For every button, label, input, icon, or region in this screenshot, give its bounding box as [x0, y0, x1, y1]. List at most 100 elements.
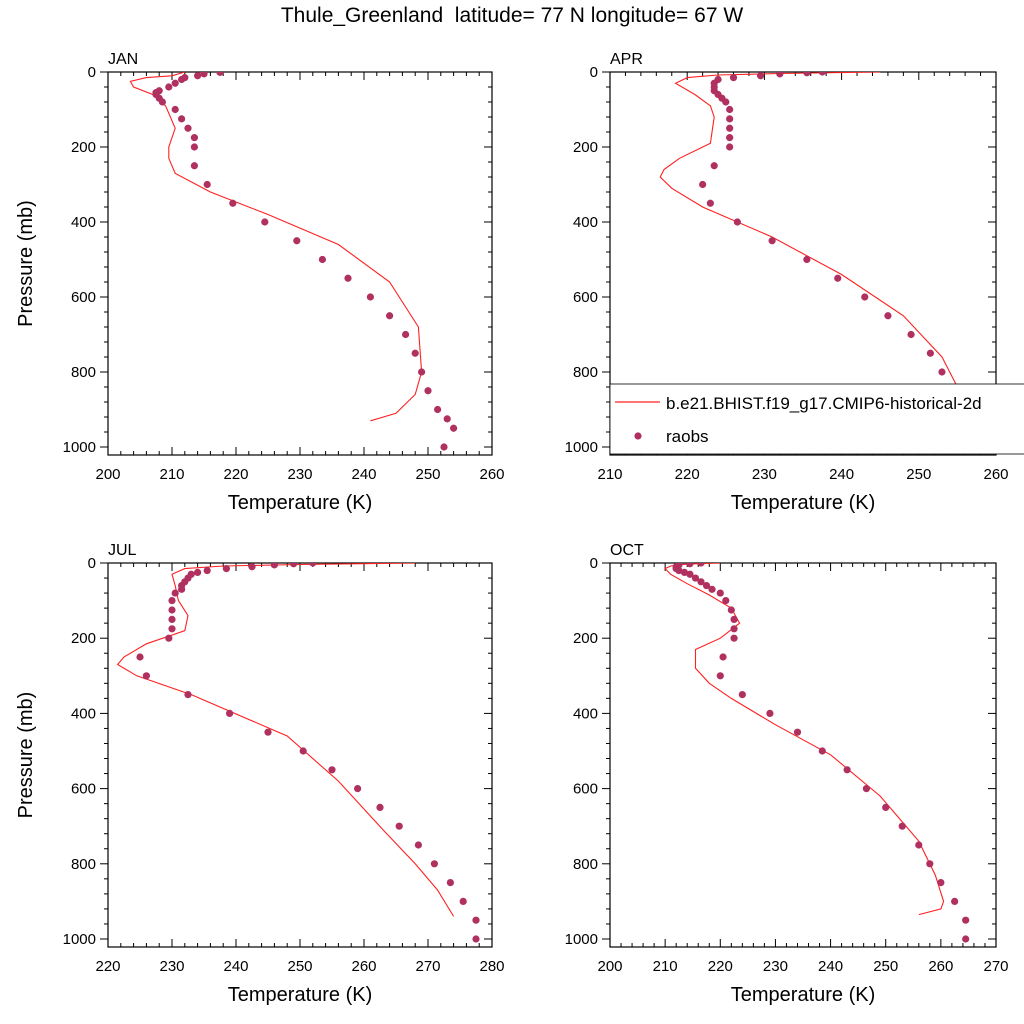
raobs-point	[376, 803, 384, 812]
raobs-point	[194, 568, 202, 577]
chart-panel-oct: 200 210 220 230 240 250 260 270 0 200 400 600 800 100…	[565, 542, 1009, 1006]
raobs-point	[756, 72, 765, 80]
x-tick-label: 240	[829, 466, 854, 483]
raobs-point	[675, 566, 683, 575]
raobs-point	[178, 115, 186, 123]
raobs-point	[716, 672, 724, 680]
plot-frame	[107, 71, 493, 456]
raobs-point	[818, 747, 826, 755]
y-tick-label: 400	[71, 214, 96, 231]
raobs-point	[434, 405, 442, 414]
data-series	[659, 72, 981, 451]
raobs-point	[430, 860, 438, 868]
raobs-point	[776, 72, 784, 78]
raobs-point	[168, 615, 176, 624]
y-tick-label: 200	[573, 139, 598, 156]
x-axis-label: Temperature (K)	[731, 984, 876, 1006]
raobs-point	[937, 879, 945, 887]
raobs-point	[730, 615, 738, 624]
raobs-point	[190, 134, 198, 142]
raobs-point	[472, 916, 480, 924]
plot-frame	[609, 562, 997, 948]
model-profile-line	[659, 72, 974, 429]
page-title: Thule_Greenland latitude= 77 N longitude…	[280, 4, 744, 27]
raobs-point	[722, 597, 730, 605]
x-tick-label: 230	[287, 466, 312, 483]
raobs-point	[178, 75, 186, 84]
raobs-point	[726, 134, 734, 142]
raobs-point	[719, 653, 727, 661]
raobs-point	[898, 822, 906, 830]
raobs-point	[926, 349, 934, 357]
data-series	[664, 563, 970, 943]
y-tick-label: 600	[573, 289, 598, 306]
model-profile-line	[664, 563, 945, 916]
raobs-point	[938, 368, 946, 376]
raobs-point	[443, 415, 451, 423]
x-axis-label: Temperature (K)	[731, 492, 876, 514]
raobs-point	[229, 199, 237, 207]
x-tick-label: 250	[906, 466, 931, 483]
raobs-point	[178, 585, 186, 593]
raobs-point	[803, 72, 811, 77]
raobs-point	[309, 563, 317, 567]
panel-label: JUL	[108, 542, 137, 559]
raobs-point	[366, 293, 374, 301]
raobs-point	[168, 625, 176, 633]
raobs-point	[686, 563, 694, 568]
legend-obs-label: raobs	[666, 427, 709, 446]
x-tick-label: 230	[752, 466, 777, 483]
plot-frame	[609, 71, 997, 456]
raobs-point	[472, 935, 480, 943]
y-tick-label: 200	[71, 630, 96, 647]
model-profile-line	[116, 563, 455, 917]
raobs-point	[165, 634, 173, 642]
x-tick-label: 250	[873, 958, 898, 975]
raobs-point	[716, 589, 724, 597]
raobs-point	[318, 255, 326, 264]
raobs-point	[962, 916, 970, 924]
panel-label: APR	[610, 51, 643, 68]
raobs-point	[171, 79, 179, 87]
raobs-point	[184, 691, 192, 699]
y-tick-label: 0	[590, 555, 598, 572]
raobs-point	[697, 563, 705, 567]
x-tick-label: 260	[983, 466, 1008, 483]
raobs-point	[730, 634, 738, 642]
raobs-point	[440, 443, 448, 451]
raobs-point	[843, 766, 851, 774]
raobs-point	[951, 897, 959, 906]
raobs-point	[768, 237, 776, 245]
raobs-point	[264, 728, 272, 736]
raobs-point	[706, 199, 714, 207]
raobs-point	[171, 105, 179, 114]
y-tick-label: 200	[573, 630, 598, 647]
raobs-point	[708, 585, 716, 593]
raobs-point	[727, 606, 735, 614]
x-axis-label: Temperature (K)	[228, 492, 373, 514]
x-tick-label: 250	[287, 958, 312, 975]
x-tick-label: 270	[983, 958, 1008, 975]
panel-label: JAN	[108, 51, 138, 68]
chart-panel-jan: 200 210 220 230 240 250 260 0 200 400 600 800 1000 JA…	[15, 51, 505, 514]
raobs-point	[446, 879, 454, 887]
raobs-point	[222, 565, 230, 573]
x-tick-label: 210	[159, 466, 184, 483]
raobs-point	[142, 672, 150, 680]
y-tick-label: 400	[71, 705, 96, 722]
y-axis-label: Pressure (mb)	[15, 692, 37, 819]
x-axis-label: Temperature (K)	[228, 984, 373, 1006]
raobs-point	[450, 424, 458, 432]
y-tick-label: 800	[71, 364, 96, 381]
data-series	[129, 72, 458, 451]
x-tick-label: 200	[597, 958, 622, 975]
raobs-point	[962, 935, 970, 943]
raobs-point	[793, 728, 802, 736]
x-tick-label: 270	[415, 958, 440, 975]
plot-frame	[107, 562, 493, 948]
raobs-point	[293, 237, 301, 245]
raobs-point	[270, 563, 278, 569]
x-tick-label: 240	[818, 958, 843, 975]
raobs-point	[699, 180, 707, 189]
